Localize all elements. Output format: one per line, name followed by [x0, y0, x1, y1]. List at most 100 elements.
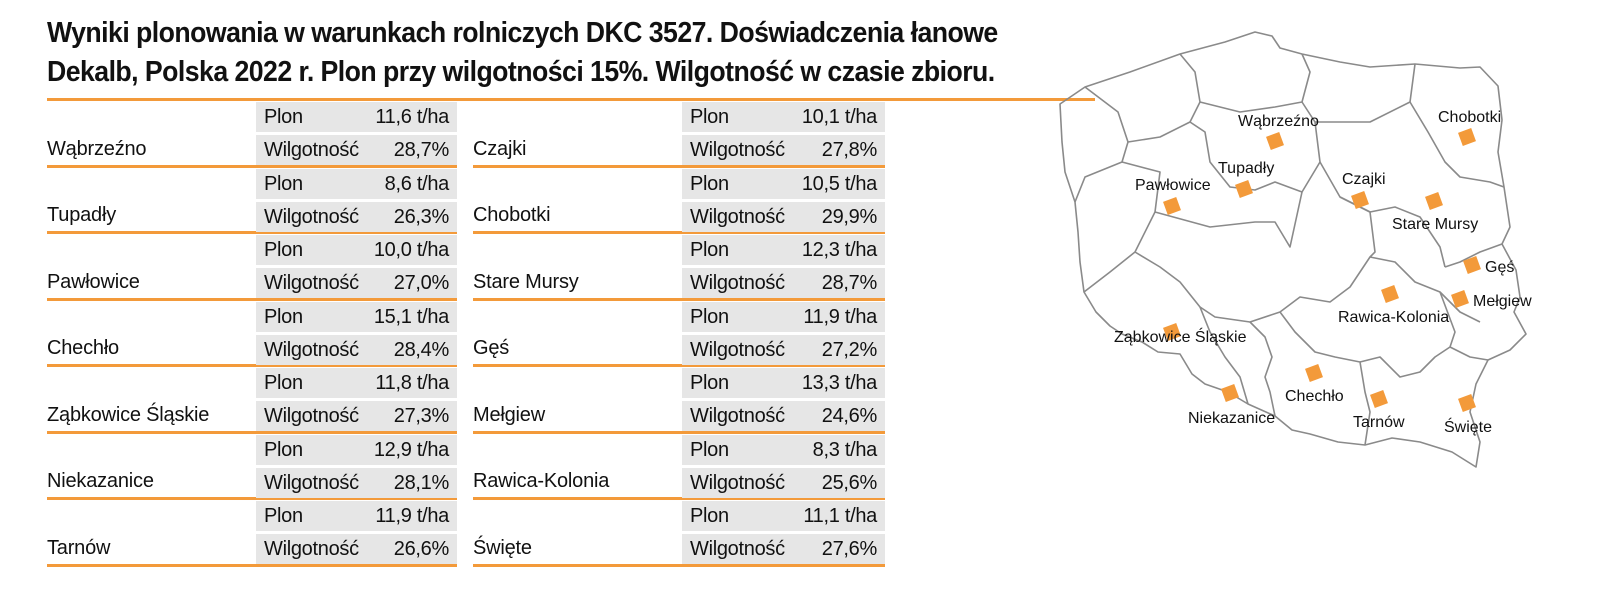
- title-line-2: Dekalb, Polska 2022 r. Plon przy wilgotn…: [47, 56, 995, 88]
- moisture-label: Wilgotność: [690, 538, 785, 560]
- moisture-value: 27,8%: [821, 139, 878, 161]
- site-name: Niekazanice: [47, 470, 154, 492]
- moisture-label: Wilgotność: [264, 405, 359, 427]
- yield-value: 11,1 t/ha: [803, 505, 877, 527]
- yield-value: 10,1 t/ha: [801, 106, 877, 128]
- yield-label: Plon: [690, 305, 729, 328]
- map-label-ges: Gęś: [1485, 259, 1514, 276]
- site-row: Czajki Plon 10,1 t/ha Wilgotność 27,8%: [473, 101, 885, 168]
- yield-cell: Plon 10,5 t/ha: [682, 168, 885, 199]
- site-name: Chobotki: [473, 204, 551, 226]
- moisture-value: 28,7%: [821, 272, 878, 294]
- country-outline: [1059, 31, 1527, 468]
- yield-label: Plon: [690, 505, 729, 527]
- moisture-cell: Wilgotność 28,7%: [256, 135, 457, 165]
- moisture-cell: Wilgotność 27,0%: [256, 268, 457, 298]
- map-label-tupadly: Tupadły: [1218, 160, 1274, 177]
- moisture-cell: Wilgotność 24,6%: [682, 401, 885, 431]
- site-row: Rawica-Kolonia Plon 8,3 t/ha Wilgotność 25…: [473, 434, 885, 500]
- map-label-czajki: Czajki: [1342, 171, 1386, 188]
- site-marker: [1305, 364, 1323, 382]
- moisture-value: 24,6%: [821, 405, 878, 427]
- site-marker: [1425, 192, 1443, 210]
- site-name: Czajki: [473, 137, 527, 160]
- yield-label: Plon: [264, 505, 303, 527]
- map-label-swiete: Święte: [1444, 417, 1492, 436]
- site-name: Stare Mursy: [473, 270, 579, 293]
- site-marker: [1370, 390, 1388, 408]
- moisture-value: 29,9%: [821, 205, 878, 228]
- moisture-cell: Wilgotność 26,3%: [256, 201, 457, 232]
- site-marker: [1163, 197, 1181, 215]
- site-name: Tupadły: [47, 204, 117, 226]
- site-row: Mełgiew Plon 13,3 t/ha Wilgotność 24,6%: [473, 367, 885, 434]
- site-name: Święte: [473, 536, 532, 559]
- moisture-cell: Wilgotność 27,6%: [682, 534, 885, 564]
- moisture-value: 26,6%: [393, 538, 450, 560]
- yield-label: Plon: [264, 239, 303, 261]
- yield-cell: Plon 15,1 t/ha: [256, 301, 457, 332]
- yield-value: 10,0 t/ha: [373, 239, 449, 261]
- map-label-pawlowice: Pawłowice: [1135, 177, 1211, 194]
- moisture-label: Wilgotność: [690, 405, 785, 427]
- moisture-cell: Wilgotność 28,1%: [256, 467, 457, 498]
- border-line: [1315, 63, 1416, 123]
- moisture-cell: Wilgotność 28,7%: [682, 268, 885, 298]
- moisture-label: Wilgotność: [264, 538, 359, 560]
- site-marker: [1451, 290, 1469, 308]
- moisture-cell: Wilgotność 28,4%: [256, 334, 457, 365]
- yield-label: Plon: [264, 372, 303, 394]
- moisture-value: 28,4%: [393, 338, 450, 361]
- site-name: Mełgiew: [473, 403, 545, 426]
- moisture-value: 25,6%: [821, 471, 878, 494]
- moisture-value: 26,3%: [393, 205, 450, 228]
- site-name: Gęś: [473, 337, 510, 359]
- site-name: Chechło: [47, 337, 119, 359]
- site-row: Wąbrzeźno Plon 11,6 t/ha Wilgotność 28,7%: [47, 101, 457, 168]
- results-table-right: Czajki Plon 10,1 t/ha Wilgotność 27,8% Cho…: [473, 101, 885, 567]
- yield-label: Plon: [264, 172, 303, 195]
- moisture-value: 27,0%: [393, 272, 450, 294]
- moisture-label: Wilgotność: [690, 471, 785, 494]
- site-marker: [1221, 384, 1239, 402]
- moisture-label: Wilgotność: [690, 272, 785, 294]
- map-label-melgiew: Mełgiew: [1473, 293, 1532, 310]
- yield-label: Plon: [690, 372, 729, 394]
- moisture-cell: Wilgotność 27,2%: [682, 334, 885, 365]
- yield-cell: Plon 13,3 t/ha: [682, 368, 885, 398]
- yield-cell: Plon 8,6 t/ha: [256, 168, 457, 199]
- border-line: [1444, 243, 1503, 268]
- site-name: Rawica-Kolonia: [473, 470, 610, 492]
- yield-value: 8,3 t/ha: [812, 438, 878, 461]
- border-line: [1279, 311, 1371, 446]
- yield-cell: Plon 8,3 t/ha: [682, 434, 885, 465]
- yield-label: Plon: [690, 438, 729, 461]
- border-line: [1154, 191, 1303, 248]
- poland-map-svg: Wąbrzeźno Chobotki Tupadły Pawłowice Cza…: [1059, 31, 1532, 468]
- moisture-label: Wilgotność: [690, 205, 785, 228]
- yield-label: Plon: [690, 239, 729, 261]
- yield-cell: Plon 11,1 t/ha: [682, 501, 885, 531]
- yield-value: 11,9 t/ha: [375, 505, 449, 527]
- page-title: Wyniki plonowania w warunkach rolniczych…: [47, 14, 998, 92]
- map-label-stare-mursy: Stare Mursy: [1392, 216, 1478, 233]
- moisture-label: Wilgotność: [264, 272, 359, 294]
- yield-cell: Plon 12,3 t/ha: [682, 235, 885, 265]
- yield-value: 13,3 t/ha: [801, 372, 877, 394]
- yield-cell: Plon 12,9 t/ha: [256, 434, 457, 465]
- border-line: [1409, 101, 1505, 188]
- site-row: Tupadły Plon 8,6 t/ha Wilgotność 26,3%: [47, 168, 457, 234]
- yield-label: Plon: [264, 305, 303, 328]
- border-line: [1359, 291, 1456, 378]
- moisture-cell: Wilgotność 25,6%: [682, 467, 885, 498]
- site-row: Chechło Plon 15,1 t/ha Wilgotność 28,4%: [47, 301, 457, 367]
- map-label-chobotki: Chobotki: [1438, 109, 1501, 126]
- yield-cell: Plon 11,8 t/ha: [256, 368, 457, 398]
- site-name: Pawłowice: [47, 270, 140, 293]
- moisture-cell: Wilgotność 29,9%: [682, 201, 885, 232]
- yield-label: Plon: [264, 106, 303, 128]
- map-label-wabrzezno: Wąbrzeźno: [1238, 113, 1319, 130]
- yield-value: 15,1 t/ha: [373, 305, 449, 328]
- border-line: [1189, 101, 1321, 193]
- site-name: Ząbkowice Śląskie: [47, 403, 210, 426]
